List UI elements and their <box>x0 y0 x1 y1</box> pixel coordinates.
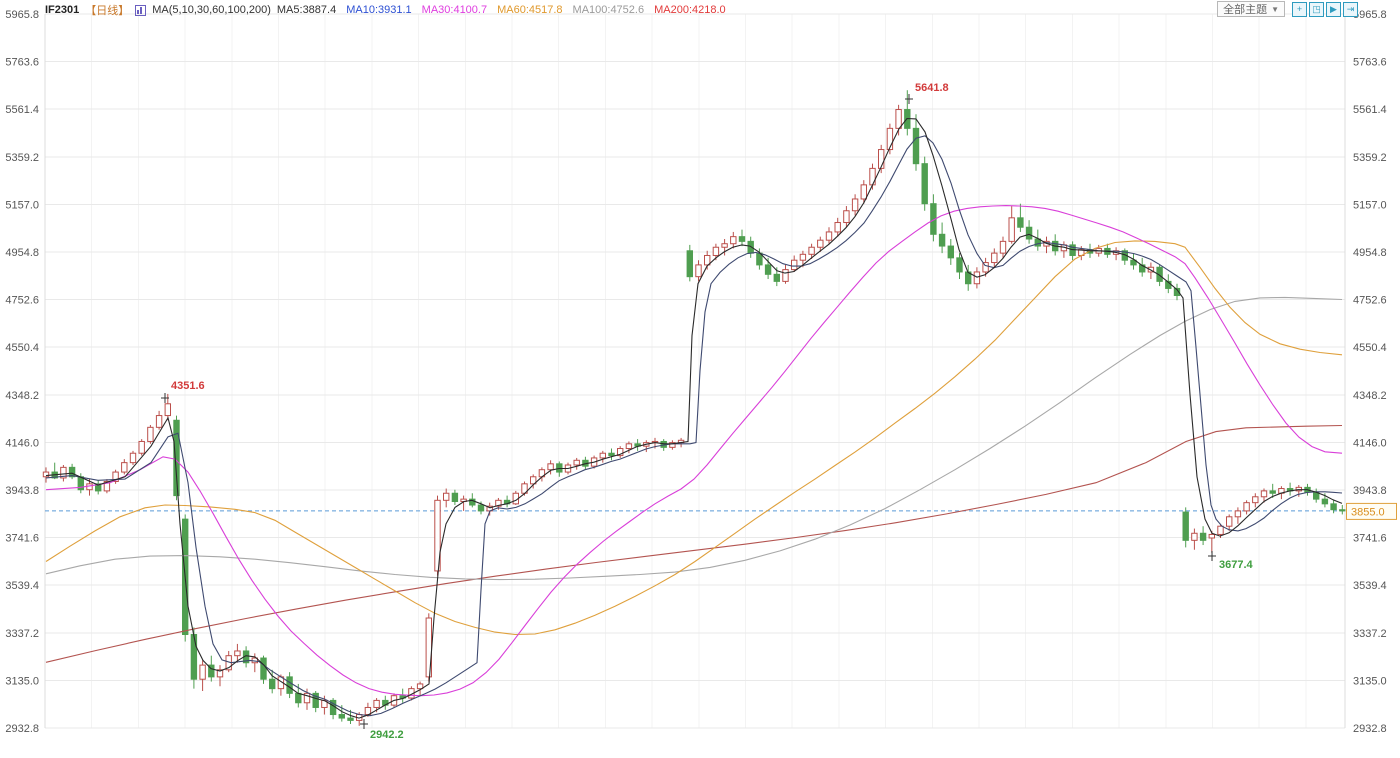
symbol-label: IF2301 <box>45 4 80 16</box>
toolbar-icons: + ◳ ▶ ⇥ <box>1290 1 1358 17</box>
svg-text:5561.4: 5561.4 <box>1353 104 1387 116</box>
ma-lines <box>45 117 1343 719</box>
y-axis-labels: 5965.8 5965.8 5763.6 5763.6 5561.4 5561.4 5359… <box>5 9 1386 735</box>
svg-text:3539.4: 3539.4 <box>5 580 39 592</box>
crosshair-icon[interactable]: + <box>1292 1 1307 17</box>
ma-line-ma200 <box>45 424 1343 663</box>
ma-line-ma30 <box>45 205 1343 697</box>
svg-text:4351.6: 4351.6 <box>171 380 205 392</box>
svg-text:3135.0: 3135.0 <box>1353 675 1387 687</box>
svg-text:5561.4: 5561.4 <box>5 104 39 116</box>
svg-text:5359.2: 5359.2 <box>5 152 39 164</box>
ma-value-label: MA10:3931.1 <box>346 4 412 16</box>
svg-text:5641.8: 5641.8 <box>915 82 949 94</box>
price-annotations: 4351.6 5641.8 2942.2 3677.4 <box>161 82 1254 741</box>
svg-text:2932.8: 2932.8 <box>5 723 39 735</box>
svg-text:5965.8: 5965.8 <box>1353 9 1387 21</box>
ma-line-ma10 <box>45 135 1343 717</box>
ma-line-ma60 <box>45 240 1343 636</box>
ma-value-label: MA200:4218.0 <box>654 4 726 16</box>
svg-text:4752.6: 4752.6 <box>5 295 39 307</box>
period-label[interactable]: 【日线】 <box>85 5 130 17</box>
chevron-down-icon: ▼ <box>1271 4 1279 14</box>
svg-text:4752.6: 4752.6 <box>1353 295 1387 307</box>
svg-text:4550.4: 4550.4 <box>5 342 39 354</box>
svg-text:5157.0: 5157.0 <box>1353 199 1387 211</box>
svg-text:4348.2: 4348.2 <box>5 390 39 402</box>
ma-value-label: MA100:4752.6 <box>572 4 645 16</box>
svg-text:3741.6: 3741.6 <box>5 533 39 545</box>
svg-text:5763.6: 5763.6 <box>5 57 39 69</box>
svg-text:3337.2: 3337.2 <box>1353 628 1387 640</box>
svg-text:3943.8: 3943.8 <box>1353 485 1387 497</box>
ma-value-label: MA60:4517.8 <box>497 4 563 16</box>
header-left: IF2301 【日线】 MA(5,10,30,60,100,200) MA5:3… <box>45 2 736 18</box>
svg-text:3135.0: 3135.0 <box>5 675 39 687</box>
svg-text:3539.4: 3539.4 <box>1353 580 1387 592</box>
ma-line-ma5 <box>45 117 1343 719</box>
svg-text:3677.4: 3677.4 <box>1219 559 1254 571</box>
ma-values: MA5:3887.4 MA10:3931.1 MA30:4100.7 MA60:451… <box>277 4 736 16</box>
svg-text:5359.2: 5359.2 <box>1353 152 1387 164</box>
ma-line-ma100 <box>45 296 1343 581</box>
svg-text:3741.6: 3741.6 <box>1353 533 1387 545</box>
ma-group-label: MA(5,10,30,60,100,200) <box>152 4 271 16</box>
svg-text:2942.2: 2942.2 <box>370 729 404 741</box>
pane-expand-icon[interactable]: ⇥ <box>1343 1 1358 17</box>
svg-text:5763.6: 5763.6 <box>1353 57 1387 69</box>
svg-text:5965.8: 5965.8 <box>5 9 39 21</box>
svg-text:3943.8: 3943.8 <box>5 485 39 497</box>
theme-dropdown[interactable]: 全部主题 ▼ <box>1217 1 1285 17</box>
ma-value-label: MA30:4100.7 <box>421 4 488 16</box>
pane-layout-icon[interactable]: ◳ <box>1309 1 1324 17</box>
pane-forward-icon[interactable]: ▶ <box>1326 1 1341 17</box>
last-price-label: 3855.0 <box>1346 502 1397 520</box>
ma-value-label: MA5:3887.4 <box>276 4 337 16</box>
svg-text:4954.8: 4954.8 <box>1353 247 1387 259</box>
svg-text:5157.0: 5157.0 <box>5 199 39 211</box>
svg-text:2932.8: 2932.8 <box>1353 723 1387 735</box>
theme-dropdown-label: 全部主题 <box>1223 4 1268 16</box>
svg-text:4348.2: 4348.2 <box>1353 390 1387 402</box>
gridlines <box>44 13 1346 729</box>
svg-text:4146.0: 4146.0 <box>1353 437 1387 449</box>
chart-header: IF2301 【日线】 MA(5,10,30,60,100,200) MA5:3… <box>0 0 1400 18</box>
candles-group[interactable] <box>42 90 1346 726</box>
svg-text:4550.4: 4550.4 <box>1353 342 1387 354</box>
svg-text:3337.2: 3337.2 <box>5 628 39 640</box>
header-toolbar: 全部主题 ▼ + ◳ ▶ ⇥ <box>1217 1 1358 17</box>
svg-text:4146.0: 4146.0 <box>5 437 39 449</box>
svg-text:3855.0: 3855.0 <box>1351 506 1385 518</box>
svg-text:4954.8: 4954.8 <box>5 247 39 259</box>
ma-settings-icon[interactable] <box>135 4 147 16</box>
